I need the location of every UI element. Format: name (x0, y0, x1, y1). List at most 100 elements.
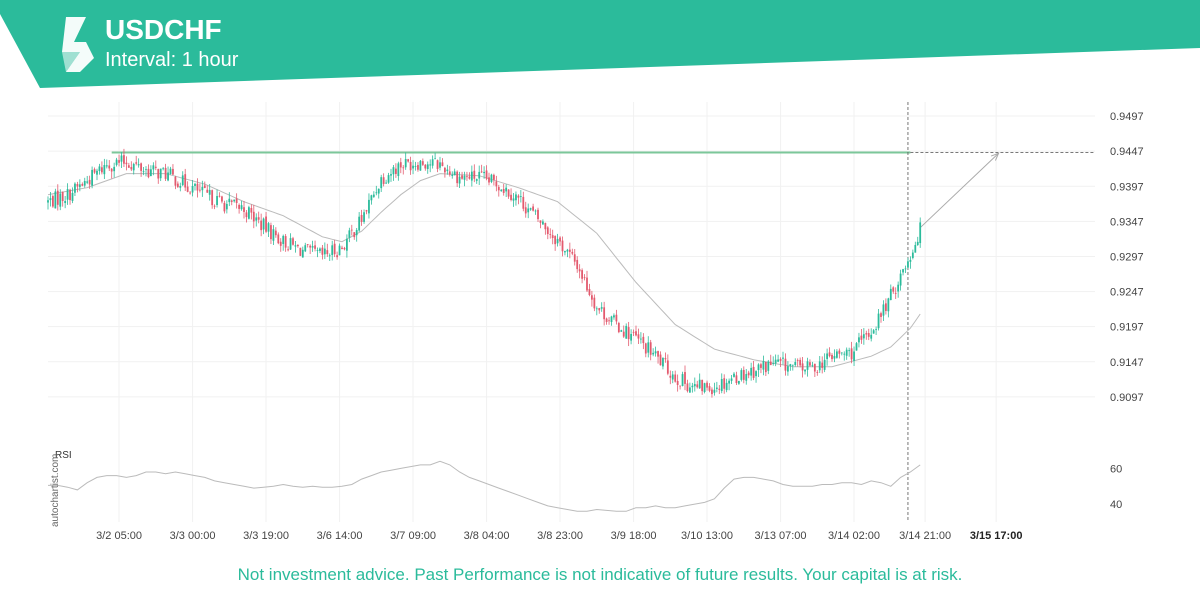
candle (510, 194, 512, 200)
candle (297, 244, 299, 247)
candle (179, 185, 182, 188)
candle (419, 160, 422, 171)
candle (169, 168, 172, 175)
candle (782, 357, 784, 359)
candle (414, 166, 417, 167)
y-tick-label: 0.9497 (1110, 111, 1144, 123)
candle (265, 216, 267, 232)
candle (103, 165, 106, 175)
candle (355, 229, 358, 236)
rsi-tick-label: 40 (1110, 499, 1122, 511)
candle (652, 352, 655, 355)
candle (382, 177, 385, 184)
x-tick-label: 3/2 05:00 (96, 530, 142, 542)
x-tick-label: 3/8 04:00 (464, 530, 510, 542)
candle (208, 189, 211, 195)
candle (855, 343, 858, 351)
candle (284, 236, 287, 248)
y-tick-label: 0.9347 (1110, 216, 1144, 228)
candle (779, 358, 782, 361)
candle (108, 165, 111, 169)
candle (588, 289, 591, 296)
candle (272, 229, 275, 241)
candle (96, 170, 98, 175)
candle (223, 202, 226, 212)
candle (336, 255, 338, 258)
price-chart: 0.9497 0.9447 0.9397 0.9347 0.9297 0.9247 0.91… (47, 102, 1144, 542)
candle (679, 385, 681, 387)
candle (644, 343, 647, 354)
candle (872, 330, 875, 334)
projection-line (919, 152, 999, 229)
rsi-tick-label: 60 (1110, 463, 1122, 475)
candle (191, 185, 194, 193)
candle (676, 380, 679, 385)
candle (409, 161, 412, 171)
candle (142, 171, 145, 173)
disclaimer-text: Not investment advice. Past Performance … (237, 565, 963, 584)
candle (162, 168, 165, 170)
candle (728, 380, 730, 384)
candle (581, 270, 583, 279)
candle (218, 195, 221, 197)
header-banner (0, 0, 1200, 88)
candle (78, 184, 81, 188)
candle (757, 364, 760, 371)
candle (127, 165, 130, 168)
candle (353, 232, 356, 238)
candle (321, 247, 324, 255)
y-tick-label: 0.9197 (1110, 322, 1144, 334)
candle (610, 316, 613, 322)
candle (289, 238, 292, 250)
candle (225, 203, 228, 210)
candle (164, 167, 167, 179)
candle (603, 307, 606, 320)
candle (669, 375, 672, 378)
candle (441, 162, 444, 167)
candle (845, 349, 848, 356)
candle (260, 220, 263, 231)
candle (620, 330, 623, 332)
candle (91, 169, 93, 186)
candle (243, 207, 245, 212)
candle (123, 155, 125, 164)
candle (507, 189, 510, 197)
candle (664, 358, 667, 360)
candle (196, 183, 199, 191)
candle (836, 351, 838, 358)
candle (723, 378, 726, 389)
candle (916, 241, 919, 246)
candle (480, 171, 483, 173)
candle (113, 166, 116, 172)
candle (115, 159, 118, 165)
candle (801, 363, 804, 371)
x-tick-label: 3/14 02:00 (828, 530, 880, 542)
candle (666, 360, 669, 374)
candle (542, 221, 544, 225)
candle (750, 367, 753, 376)
candle (617, 322, 620, 333)
candle (635, 331, 637, 336)
candle (593, 297, 596, 309)
x-tick-label: 3/3 00:00 (170, 530, 216, 542)
candle (88, 179, 91, 185)
candle (630, 333, 632, 341)
candle (862, 334, 865, 339)
candle (341, 247, 343, 249)
candle (502, 189, 505, 193)
candle (909, 259, 912, 262)
candle (174, 176, 177, 186)
candle (691, 385, 694, 388)
candle (257, 217, 260, 220)
candle (421, 161, 424, 165)
candle (314, 245, 316, 249)
rsi-line (48, 460, 921, 512)
candle (784, 358, 787, 371)
candle (248, 207, 250, 219)
candle (549, 234, 552, 235)
candle (448, 171, 451, 175)
candle (270, 225, 272, 240)
resistance-pattern (111, 102, 1095, 522)
candle (571, 251, 574, 254)
candle (755, 371, 757, 377)
